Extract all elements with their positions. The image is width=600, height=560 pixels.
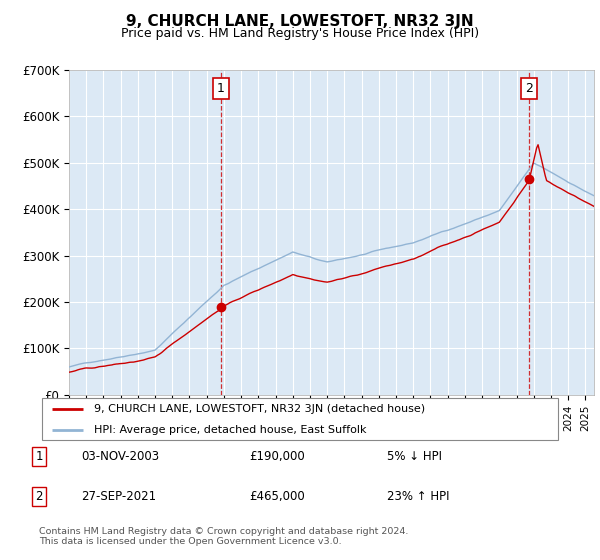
Text: 9, CHURCH LANE, LOWESTOFT, NR32 3JN: 9, CHURCH LANE, LOWESTOFT, NR32 3JN bbox=[126, 14, 474, 29]
Text: 1: 1 bbox=[217, 82, 225, 95]
Text: £190,000: £190,000 bbox=[249, 450, 305, 463]
Text: 9, CHURCH LANE, LOWESTOFT, NR32 3JN (detached house): 9, CHURCH LANE, LOWESTOFT, NR32 3JN (det… bbox=[94, 404, 425, 414]
Text: 23% ↑ HPI: 23% ↑ HPI bbox=[387, 490, 449, 503]
Text: 2: 2 bbox=[525, 82, 533, 95]
Text: HPI: Average price, detached house, East Suffolk: HPI: Average price, detached house, East… bbox=[94, 426, 366, 435]
Text: 2: 2 bbox=[35, 490, 43, 503]
Text: 5% ↓ HPI: 5% ↓ HPI bbox=[387, 450, 442, 463]
Text: £465,000: £465,000 bbox=[249, 490, 305, 503]
Text: 27-SEP-2021: 27-SEP-2021 bbox=[81, 490, 156, 503]
Text: Contains HM Land Registry data © Crown copyright and database right 2024.
This d: Contains HM Land Registry data © Crown c… bbox=[39, 526, 409, 546]
Text: 1: 1 bbox=[35, 450, 43, 463]
Text: Price paid vs. HM Land Registry's House Price Index (HPI): Price paid vs. HM Land Registry's House … bbox=[121, 27, 479, 40]
Text: 03-NOV-2003: 03-NOV-2003 bbox=[81, 450, 159, 463]
FancyBboxPatch shape bbox=[42, 398, 558, 440]
